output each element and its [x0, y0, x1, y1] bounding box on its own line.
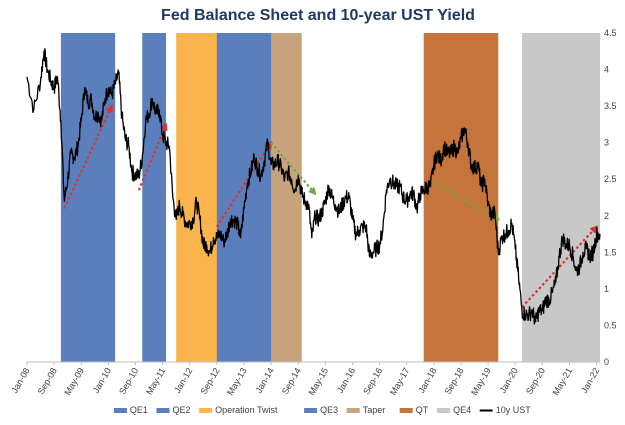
legend-swatch-qt: [399, 408, 413, 413]
x-tick-label: Jan-12: [172, 366, 194, 395]
x-tick-label: Jan-22: [579, 366, 601, 395]
y-tick-label: 2: [604, 211, 609, 221]
x-tick-label: Jan-20: [498, 366, 520, 395]
x-tick-label: Sep-08: [36, 366, 59, 396]
x-tick-label: Sep-20: [524, 366, 547, 396]
legend-swatch-qe3: [304, 408, 318, 413]
x-tick-label: May-13: [225, 366, 249, 397]
y-tick-label: 4.5: [604, 28, 617, 38]
legend-label-10y-ust: 10y UST: [496, 405, 532, 415]
legend-label-qe2: QE2: [173, 405, 191, 415]
legend-label-taper: Taper: [363, 405, 386, 415]
y-tick-label: 4: [604, 65, 609, 75]
red-trend-arrow: [63, 104, 113, 209]
x-tick-label: Sep-18: [443, 366, 466, 396]
line-10y-ust: [26, 48, 601, 325]
x-tick-label: May-11: [144, 366, 167, 396]
y-tick-label: 2.5: [604, 174, 617, 184]
y-tick-label: 1: [604, 284, 609, 294]
legend-label-qe3: QE3: [320, 405, 338, 415]
policy-bands: [60, 33, 600, 362]
x-tick-label: May-09: [62, 366, 86, 397]
legend-label-qe4: QE4: [453, 405, 471, 415]
x-tick-label: Sep-12: [198, 366, 221, 396]
x-tick-label: Jan-10: [91, 366, 113, 395]
y-axis-right: 0 0.5 1 1.5 2 2.5 3 3.5 4 4.5: [604, 28, 617, 367]
series-10y-ust: [26, 48, 601, 325]
legend-label-operation-twist: Operation Twist: [215, 405, 278, 415]
red-trend-arrow: [215, 140, 273, 228]
band-qe2: [142, 33, 167, 362]
x-axis-ticks: Jan-08 Sep-08 May-09 Jan-10 Sep-10 May-11 Jan-…: [9, 362, 601, 397]
y-tick-label: 1.5: [604, 247, 617, 257]
x-tick-label: Jan-14: [253, 366, 275, 395]
legend-swatch-operation-twist: [199, 408, 213, 413]
x-tick-label: May-17: [388, 366, 412, 397]
x-tick-label: Sep-16: [361, 366, 384, 396]
band-qe4: [522, 33, 600, 362]
legend-swatch-qe4: [437, 408, 451, 413]
x-tick-label: Jan-08: [9, 366, 31, 395]
legend-swatch-taper: [346, 408, 360, 413]
x-tick-label: May-15: [306, 366, 330, 397]
green-trend-arrow: [270, 141, 317, 196]
y-tick-label: 3.5: [604, 101, 617, 111]
trend-arrows: [63, 104, 598, 308]
y-tick-label: 0: [604, 357, 609, 367]
red-trend-arrow: [521, 225, 598, 308]
chart-title: Fed Balance Sheet and 10-year UST Yield: [161, 7, 475, 24]
legend-label-qe1: QE1: [130, 405, 148, 415]
band-taper: [271, 33, 302, 362]
x-tick-label: May-21: [551, 366, 575, 397]
red-trend-arrow: [137, 122, 168, 191]
y-tick-label: 3: [604, 138, 609, 148]
legend: QE1 QE2 Operation Twist QE3 Taper QT QE4 10y US…: [113, 405, 532, 415]
x-tick-label: Sep-14: [280, 366, 303, 396]
x-tick-label: Jan-16: [335, 366, 357, 395]
y-tick-label: 0.5: [604, 320, 617, 330]
legend-swatch-qe2: [156, 408, 170, 413]
legend-swatch-qe1: [113, 408, 127, 413]
x-tick-label: May-19: [469, 366, 493, 397]
legend-label-qt: QT: [416, 405, 429, 415]
x-tick-label: Sep-10: [117, 366, 140, 396]
x-tick-label: Jan-18: [416, 366, 438, 395]
green-trend-arrow: [433, 181, 501, 221]
